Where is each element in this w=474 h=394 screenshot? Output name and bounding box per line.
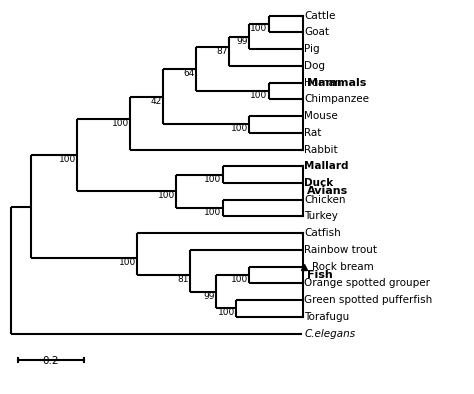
Text: Orange spotted grouper: Orange spotted grouper [304,278,430,288]
Text: Rock bream: Rock bream [311,262,374,271]
Text: Rainbow trout: Rainbow trout [304,245,377,255]
Text: Rabbit: Rabbit [304,145,338,154]
Text: 100: 100 [204,175,221,184]
Text: 99: 99 [237,37,248,46]
Text: 100: 100 [59,155,76,164]
Text: Human: Human [304,78,342,87]
Text: C.elegans: C.elegans [304,329,356,338]
Text: Green spotted pufferfish: Green spotted pufferfish [304,295,433,305]
Text: 81: 81 [177,275,189,284]
Text: Avians: Avians [307,186,348,196]
Text: Dog: Dog [304,61,325,71]
Text: Catfish: Catfish [304,228,341,238]
Text: Duck: Duck [304,178,334,188]
Text: 87: 87 [217,47,228,56]
Text: 64: 64 [184,69,195,78]
Text: Chimpanzee: Chimpanzee [304,94,369,104]
Text: Rat: Rat [304,128,322,138]
Text: 100: 100 [112,119,129,128]
Text: 100: 100 [118,258,136,267]
Text: 100: 100 [204,208,221,217]
Text: 100: 100 [250,91,268,100]
Text: Cattle: Cattle [304,11,336,20]
Text: Mouse: Mouse [304,111,338,121]
Text: Chicken: Chicken [304,195,346,205]
Text: 100: 100 [158,191,175,200]
Text: Fish: Fish [307,270,332,280]
Text: 100: 100 [231,125,248,134]
Text: 100: 100 [231,275,248,284]
Text: Turkey: Turkey [304,212,338,221]
Text: Mallard: Mallard [304,161,349,171]
Text: Torafugu: Torafugu [304,312,350,322]
Text: 100: 100 [250,24,268,33]
Text: Mammals: Mammals [307,78,366,87]
Text: 42: 42 [151,97,162,106]
Text: 0.2: 0.2 [43,356,59,366]
Text: Pig: Pig [304,44,320,54]
Text: 100: 100 [218,309,235,318]
Text: Goat: Goat [304,28,329,37]
Text: 99: 99 [203,292,215,301]
